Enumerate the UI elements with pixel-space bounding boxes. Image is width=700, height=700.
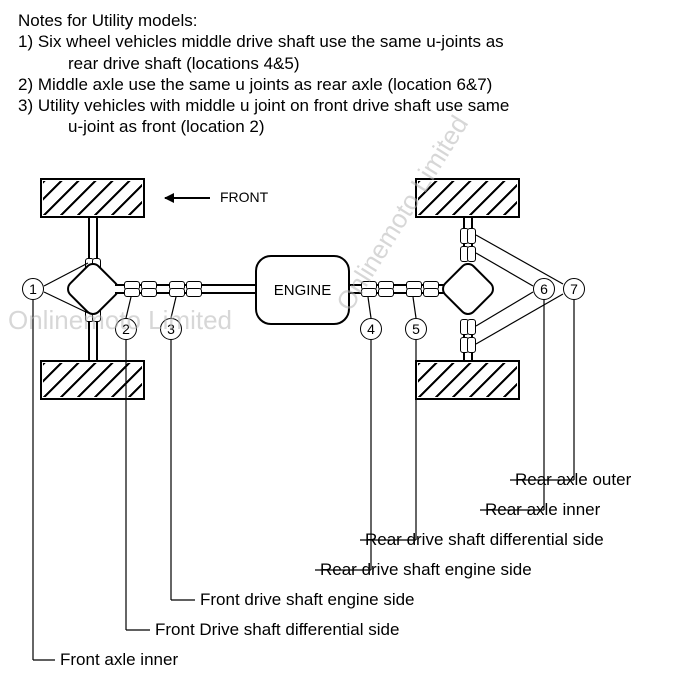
ujoint-loc6-upper	[460, 245, 476, 261]
leader-lines	[0, 160, 700, 700]
callout-num-7: 7	[563, 278, 585, 300]
notes-block: Notes for Utility models: 1) Six wheel v…	[0, 0, 700, 138]
callout-num-4: 4	[360, 318, 382, 340]
callout-num-5: 5	[405, 318, 427, 340]
callout-num-6: 6	[533, 278, 555, 300]
front-arrow	[165, 197, 210, 199]
engine-label: ENGINE	[274, 282, 332, 299]
ujoint-loc5b	[422, 281, 438, 297]
label-4: Rear drive shaft engine side	[320, 560, 532, 580]
drivetrain-diagram: ENGINE FRONT 1 2 3 4 5 6 7	[0, 160, 700, 700]
note-2: 2) Middle axle use the same u joints as …	[18, 74, 682, 95]
rear-differential	[438, 259, 497, 318]
front-right-wheel	[40, 360, 145, 400]
ujoint-loc4b	[377, 281, 393, 297]
ujoint-loc3b	[185, 281, 201, 297]
notes-title: Notes for Utility models:	[18, 10, 682, 31]
label-6: Rear axle inner	[485, 500, 600, 520]
front-left-wheel	[40, 178, 145, 218]
watermark-1: Onlinemoto Limited	[8, 305, 232, 336]
label-1: Front axle inner	[60, 650, 178, 670]
ujoint-loc5	[405, 281, 421, 297]
label-2: Front Drive shaft differential side	[155, 620, 399, 640]
ujoint-loc2	[123, 281, 139, 297]
ujoint-loc2b	[140, 281, 156, 297]
ujoint-loc6-lower	[460, 318, 476, 334]
note-1b: rear drive shaft (locations 4&5)	[18, 53, 682, 74]
note-1a: 1) Six wheel vehicles middle drive shaft…	[18, 31, 682, 52]
ujoint-loc7-upper	[460, 227, 476, 243]
note-3a: 3) Utility vehicles with middle u joint …	[18, 95, 682, 116]
label-3: Front drive shaft engine side	[200, 590, 415, 610]
label-7: Rear axle outer	[515, 470, 631, 490]
ujoint-loc7-lower	[460, 336, 476, 352]
callout-num-1: 1	[22, 278, 44, 300]
ujoint-loc3	[168, 281, 184, 297]
front-direction-label: FRONT	[220, 189, 268, 205]
note-3b: u-joint as front (location 2)	[18, 116, 682, 137]
rear-right-wheel	[415, 360, 520, 400]
label-5: Rear drive shaft differential side	[365, 530, 604, 550]
